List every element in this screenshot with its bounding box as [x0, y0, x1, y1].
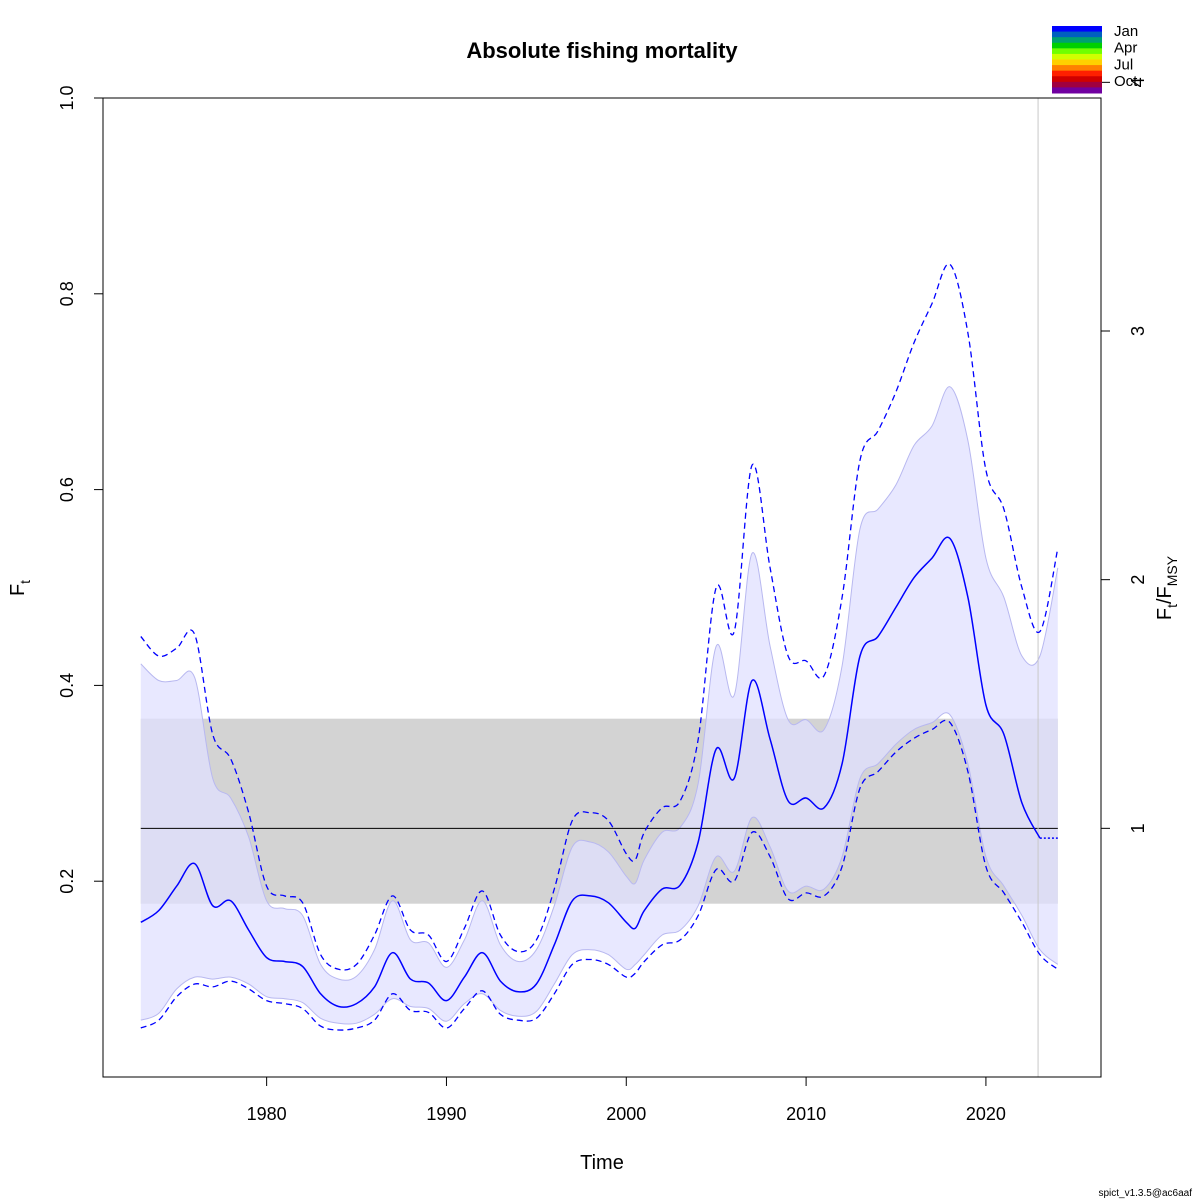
ci-ribbon [140, 386, 1058, 1025]
axes-layer: 1980 1990 2000 2010 2020 0.2 0.4 0.6 0.8 1.0 1 2 3 4 [57, 77, 1148, 1124]
f-estimate-line [140, 536, 1041, 1008]
y2-axis-label: Ft/FMSY [1154, 555, 1180, 620]
x-tick-label-2000: 2000 [606, 1104, 646, 1124]
legend-swatch-1 [1052, 26, 1102, 33]
y2-tick-label-2: 2 [1128, 575, 1148, 585]
legend-label-jan: Jan [1114, 23, 1138, 40]
plot-frame [102, 97, 1102, 1078]
svg-text:Ft: Ft [7, 580, 33, 596]
x-tick-label-1980: 1980 [247, 1104, 287, 1124]
legend-label-oct: Oct [1114, 73, 1138, 90]
chart-title: Absolute fishing mortality [466, 38, 738, 63]
x-tick-label-2020: 2020 [966, 1104, 1006, 1124]
confidence-interval-layer [140, 386, 1059, 1025]
y-tick-label-0.2: 0.2 [57, 869, 77, 894]
y-tick-label-0.4: 0.4 [57, 673, 77, 698]
x-tick-label-1990: 1990 [426, 1104, 466, 1124]
x-tick-label-2010: 2010 [786, 1104, 826, 1124]
y-tick-label-0.8: 0.8 [57, 281, 77, 306]
version-watermark: spict_v1.3.5@ac6aaf [1098, 1188, 1192, 1199]
outer-ci-upper-dashed [140, 263, 1059, 971]
y2-tick-label-4: 4 [1128, 77, 1148, 87]
y2-tick-label-3: 3 [1128, 326, 1148, 336]
legend-swatch-12 [1052, 87, 1102, 94]
series-lines-layer [140, 98, 1059, 1077]
legend-swatch-8 [1052, 65, 1102, 72]
y2-tick-label-1: 1 [1128, 823, 1148, 833]
legend-label-jul: Jul [1114, 56, 1133, 73]
ci-upper-edge [140, 386, 1059, 981]
legend-swatch-10 [1052, 76, 1102, 83]
ci-lower-edge [140, 712, 1059, 1025]
legend-swatch-2 [1052, 31, 1102, 38]
svg-text:Ft/FMSY: Ft/FMSY [1154, 555, 1180, 620]
y-axis-label: Ft [7, 580, 33, 596]
legend-label-apr: Apr [1114, 40, 1137, 57]
x-axis-label: Time [580, 1152, 624, 1174]
legend-swatch-6 [1052, 53, 1102, 60]
legend-swatch-5 [1052, 48, 1102, 55]
legend-swatch-9 [1052, 70, 1102, 77]
y-tick-label-0.6: 0.6 [57, 477, 77, 502]
legend-swatch-7 [1052, 59, 1102, 66]
outer-ci-lower-dashed [140, 719, 1059, 1031]
legend-swatch-4 [1052, 42, 1102, 49]
legend-swatch-3 [1052, 37, 1102, 44]
legend-swatch-11 [1052, 81, 1102, 88]
y-tick-label-1.0: 1.0 [57, 85, 77, 110]
